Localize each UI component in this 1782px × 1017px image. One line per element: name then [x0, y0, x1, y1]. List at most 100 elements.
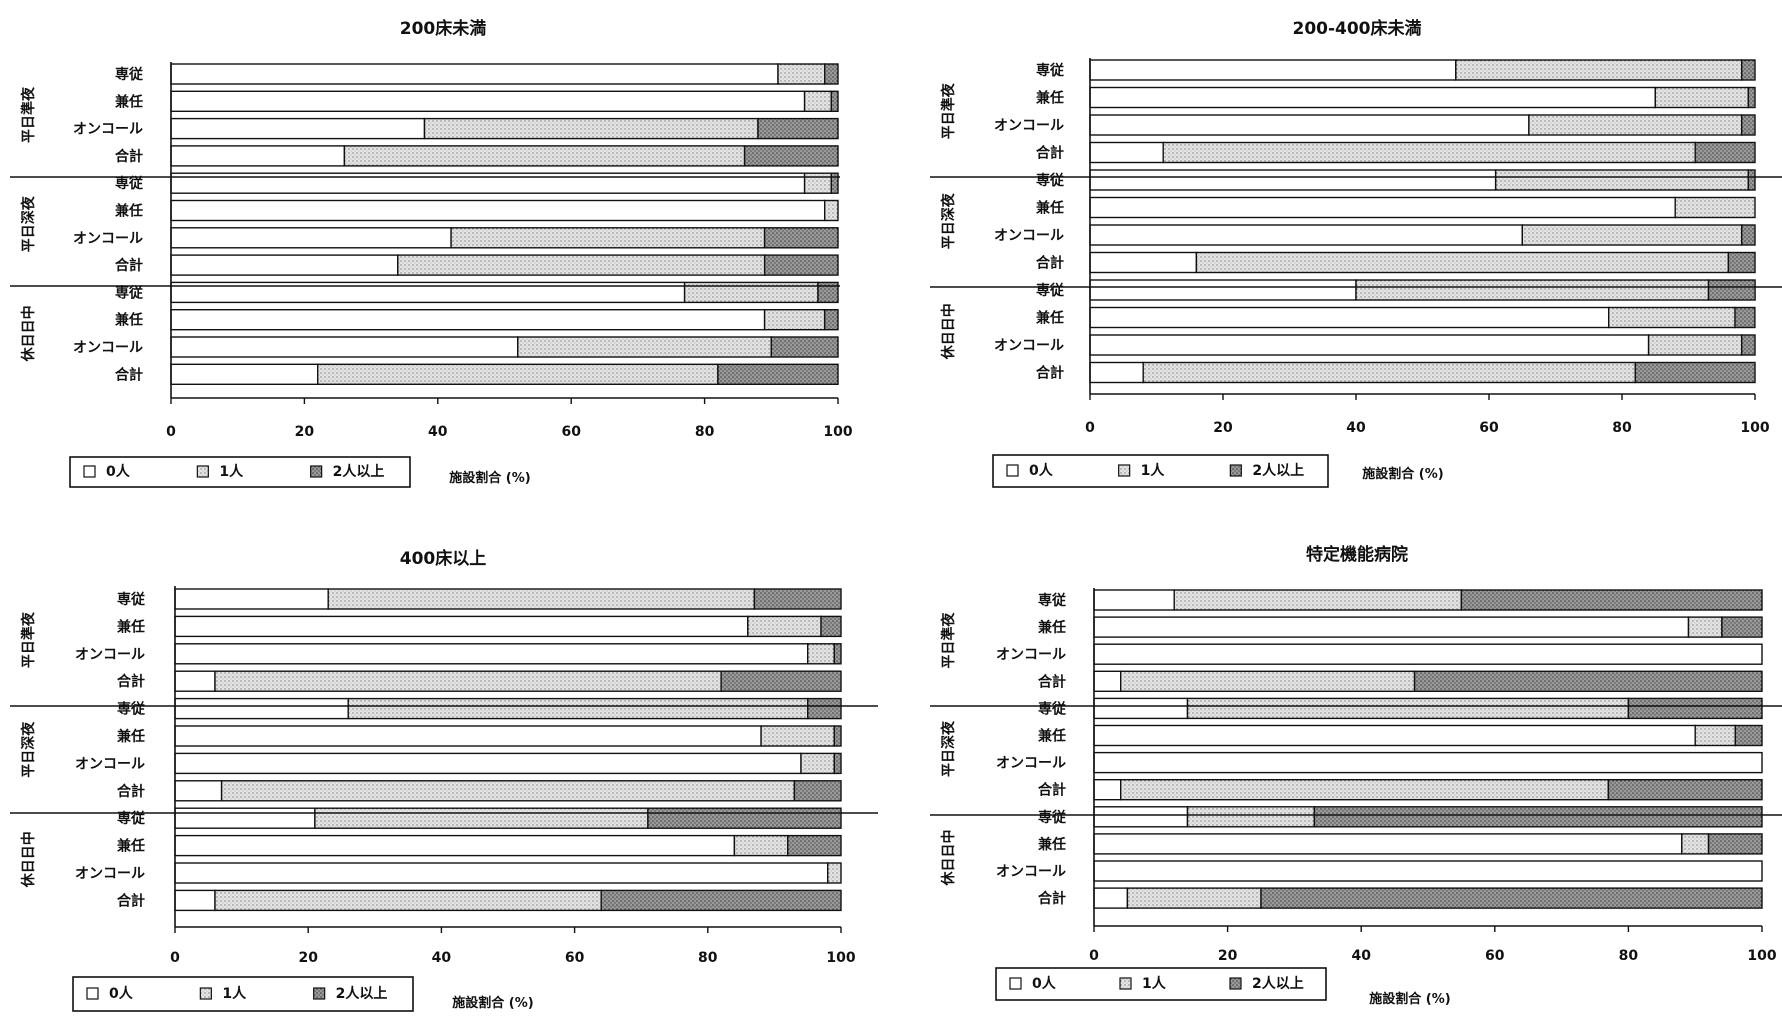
- legend-label: 0人: [1032, 975, 1057, 992]
- legend: 0人 1人 2人以上: [69, 456, 411, 488]
- bar-segment-two: [600, 889, 842, 912]
- legend-label: 0人: [109, 985, 134, 1002]
- category-label: 合計: [1036, 365, 1064, 382]
- bar-segment-two: [1694, 141, 1756, 164]
- bar-segment-zero: [170, 309, 766, 331]
- bar-segment-one: [214, 670, 722, 692]
- x-tick-label: 0: [1085, 420, 1095, 436]
- bar-segment-zero: [170, 254, 399, 276]
- legend-swatch-zero: [1006, 464, 1019, 477]
- bar-segment-one: [807, 643, 836, 665]
- category-label: 専従: [115, 66, 144, 83]
- bar-segment-zero: [174, 643, 809, 665]
- bar-segment-zero: [174, 670, 216, 692]
- legend-swatch-two: [1229, 464, 1242, 477]
- bar-segment-one: [1521, 224, 1743, 246]
- legend-swatch-two: [310, 465, 323, 478]
- bar-segment-zero: [174, 780, 223, 802]
- bar-segment-two: [1734, 306, 1756, 329]
- bar-segment-two: [1607, 779, 1763, 801]
- category-label: 兼任: [1036, 200, 1064, 217]
- category-label: 合計: [1038, 890, 1066, 907]
- x-axis-label: 施設割合 (%): [1362, 466, 1443, 482]
- bar-segment-zero: [1093, 779, 1122, 801]
- bar-segment-one: [1186, 806, 1316, 828]
- legend-label: 2人以上: [1252, 462, 1304, 479]
- group-label: 休日日中: [940, 303, 957, 360]
- legend-swatch-two: [1229, 977, 1242, 990]
- bar-segment-zero: [1093, 860, 1763, 882]
- category-label: 専従: [1038, 592, 1067, 609]
- chart-panel-1: 200床未満専従兼任オンコール合計平日準夜専従兼任オンコール合計平日深夜専従兼任…: [10, 18, 853, 488]
- bar-segment-one: [827, 862, 842, 884]
- legend-label: 2人以上: [336, 985, 388, 1002]
- category-label: 専従: [1038, 700, 1067, 717]
- bar-segment-two: [807, 697, 842, 720]
- category-label: 兼任: [115, 203, 143, 220]
- bar-segment-zero: [1093, 589, 1175, 611]
- bar-segment-one: [1119, 670, 1416, 692]
- group-label: 平日深夜: [20, 721, 37, 778]
- bar-segment-two: [1747, 169, 1756, 191]
- category-label: オンコール: [994, 118, 1064, 134]
- category-label: 兼任: [1038, 619, 1066, 636]
- x-tick-label: 0: [170, 950, 180, 966]
- category-label: オンコール: [75, 647, 145, 663]
- x-tick-label: 20: [298, 950, 318, 966]
- chart-title: 特定機能病院: [1306, 544, 1408, 565]
- category-label: 兼任: [117, 728, 145, 745]
- bar-segment-zero: [174, 834, 736, 857]
- x-tick-label: 40: [432, 950, 452, 966]
- category-label: 兼任: [1036, 90, 1064, 107]
- bar-segment-two: [1740, 334, 1756, 356]
- category-label: オンコール: [994, 338, 1064, 354]
- bar-segment-two: [1727, 251, 1756, 274]
- category-label: オンコール: [73, 122, 143, 138]
- chart-panel-3: 400床以上専従兼任オンコール合計平日準夜専従兼任オンコール合計平日深夜専従兼任…: [10, 548, 878, 1012]
- bar-segment-zero: [1089, 224, 1523, 246]
- bar-segment-one: [824, 199, 839, 222]
- category-label: 合計: [115, 148, 143, 165]
- bar-segment-zero: [174, 807, 316, 829]
- bar-segment-one: [517, 336, 772, 358]
- group-label: 休日日中: [940, 830, 957, 887]
- bar-segment-one: [733, 834, 789, 857]
- x-tick-label: 100: [826, 950, 855, 966]
- category-label: オンコール: [73, 340, 143, 356]
- bar-segment-one: [1195, 251, 1730, 274]
- legend-label: 1人: [1142, 975, 1167, 992]
- x-tick-label: 100: [1747, 948, 1776, 964]
- bar-segment-one: [1687, 616, 1723, 638]
- bar-segment-zero: [1093, 887, 1129, 909]
- bar-segment-zero: [1093, 833, 1683, 855]
- legend-label: 0人: [106, 463, 131, 480]
- bar-segment-two: [717, 363, 839, 385]
- x-axis-label: 施設割合 (%): [1369, 991, 1450, 1007]
- bar-segment-zero: [170, 199, 826, 222]
- bar-segment-one: [1681, 833, 1710, 855]
- chart-title: 200床未満: [400, 18, 487, 39]
- bar-segment-one: [347, 697, 809, 720]
- bar-segment-one: [777, 63, 826, 85]
- bar-segment-one: [1607, 306, 1736, 329]
- chart-panel-2: 200-400床未満専従兼任オンコール合計平日準夜専従兼任オンコール合計平日深夜…: [930, 18, 1782, 488]
- bar-segment-two: [763, 254, 839, 276]
- bar-segment-zero: [1089, 334, 1650, 356]
- bar-segment-zero: [1093, 670, 1122, 692]
- category-label: 合計: [117, 673, 145, 690]
- bar-segment-zero: [1093, 616, 1690, 638]
- bar-segment-zero: [174, 725, 762, 747]
- legend-frame: [69, 456, 411, 488]
- bar-segment-two: [817, 281, 839, 304]
- category-label: 専従: [117, 810, 146, 827]
- group-label: 平日深夜: [20, 195, 37, 252]
- bar-segment-two: [647, 807, 842, 829]
- bar-segment-zero: [174, 588, 329, 610]
- x-tick-label: 100: [823, 424, 852, 440]
- legend-label: 2人以上: [333, 463, 385, 480]
- legend-swatch-one: [196, 465, 209, 478]
- bar-segment-one: [397, 254, 766, 276]
- bar-segment-two: [770, 336, 839, 358]
- bar-segment-one: [343, 145, 746, 167]
